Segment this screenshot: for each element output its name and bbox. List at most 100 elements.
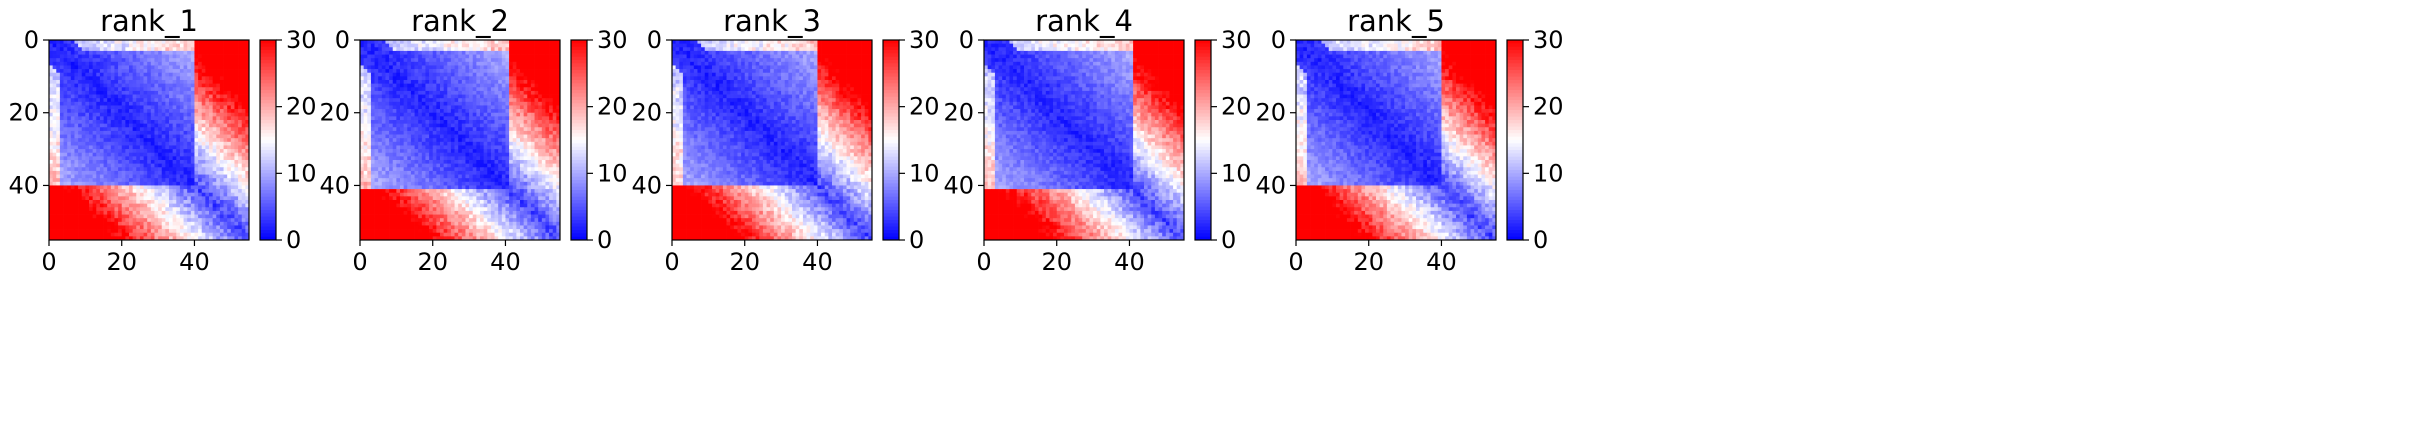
heatmap-cell: [216, 61, 221, 66]
heatmap-cell: [81, 87, 86, 92]
heatmap-cell: [450, 54, 455, 59]
heatmap-cell: [520, 40, 524, 44]
heatmap-cell: [176, 138, 181, 143]
heatmap-cell: [400, 152, 404, 157]
heatmap-cell: [549, 40, 554, 44]
colorbar-segment: [260, 220, 276, 224]
heatmap-cell: [516, 160, 521, 164]
heatmap-cell: [49, 170, 53, 175]
heatmap-cell: [209, 76, 213, 81]
heatmap-cell: [501, 98, 506, 103]
heatmap-cell: [490, 90, 495, 95]
heatmap-cell: [447, 90, 452, 95]
heatmap-cell: [169, 43, 173, 48]
heatmap-cell: [129, 163, 133, 168]
heatmap-cell: [198, 214, 203, 219]
heatmap-cell: [498, 120, 503, 124]
heatmap-cell: [238, 61, 243, 66]
colorbar-segment: [260, 83, 276, 88]
heatmap-cell: [92, 98, 97, 103]
heatmap-cell: [556, 152, 561, 157]
heatmap-cell: [81, 152, 86, 157]
heatmap-cell: [429, 138, 434, 143]
heatmap-cell: [552, 112, 557, 117]
heatmap-cell: [498, 61, 503, 66]
heatmap-cell: [201, 87, 206, 92]
heatmap-cell: [476, 43, 481, 48]
heatmap-cell: [216, 50, 221, 55]
heatmap-cell: [125, 94, 130, 99]
heatmap-cell: [63, 189, 68, 194]
heatmap-cell: [378, 72, 383, 77]
heatmap-cell: [241, 210, 246, 215]
heatmap-cell: [56, 170, 61, 175]
heatmap-cell: [363, 156, 368, 161]
heatmap-cell: [176, 163, 181, 168]
colorbar-segment: [260, 210, 276, 214]
heatmap-cell: [498, 160, 503, 164]
heatmap-cell: [465, 50, 470, 55]
heatmap-cell: [147, 105, 152, 110]
heatmap-cell: [165, 141, 170, 146]
heatmap-cell: [59, 196, 64, 201]
heatmap-cell: [70, 65, 75, 70]
heatmap-cell: [139, 138, 144, 143]
heatmap-cell: [541, 83, 546, 88]
heatmap-cell: [198, 232, 203, 237]
heatmap-cell: [520, 83, 524, 88]
heatmap-cell: [209, 163, 213, 168]
heatmap-cell: [143, 69, 148, 74]
heatmap-cell: [458, 72, 463, 77]
heatmap-cell: [158, 163, 163, 168]
heatmap-cell: [201, 210, 206, 215]
heatmap-cell: [465, 76, 470, 81]
heatmap-cell: [219, 189, 224, 194]
heatmap-cell: [238, 116, 243, 121]
heatmap-cell: [538, 80, 543, 84]
heatmap-cell: [389, 127, 394, 132]
heatmap-cell: [150, 229, 155, 234]
heatmap-cell: [96, 112, 101, 117]
heatmap-cell: [432, 61, 437, 66]
heatmap-cell: [205, 83, 210, 88]
heatmap-cell: [469, 98, 474, 103]
heatmap-cell: [410, 127, 415, 132]
heatmap-cell: [241, 127, 246, 132]
heatmap-cell: [161, 76, 166, 81]
heatmap-cell: [490, 160, 495, 164]
heatmap-cell: [407, 58, 412, 63]
heatmap-cell: [476, 90, 481, 95]
heatmap-cell: [132, 170, 137, 175]
heatmap-cell: [505, 98, 510, 103]
heatmap-cell: [461, 109, 466, 114]
heatmap-cell: [219, 50, 224, 55]
heatmap-cell: [150, 120, 155, 124]
heatmap-cell: [150, 232, 155, 237]
heatmap-cell: [450, 90, 455, 95]
heatmap-cell: [147, 236, 152, 241]
heatmap-cell: [227, 80, 232, 84]
heatmap-cell: [110, 196, 115, 201]
heatmap-cell: [99, 156, 104, 161]
heatmap-cell: [421, 145, 426, 150]
heatmap-cell: [458, 105, 463, 110]
heatmap-cell: [201, 178, 206, 183]
heatmap-cell: [107, 72, 112, 77]
heatmap-cell: [70, 94, 75, 99]
heatmap-cell: [70, 72, 75, 77]
heatmap-cell: [183, 54, 188, 59]
heatmap-cell: [139, 134, 144, 139]
heatmap-cell: [165, 54, 170, 59]
heatmap-cell: [367, 58, 372, 63]
heatmap-cell: [516, 87, 521, 92]
heatmap-cell: [219, 156, 224, 161]
heatmap-cell: [440, 43, 444, 48]
heatmap-cell: [136, 83, 141, 88]
heatmap-cell: [85, 152, 90, 157]
heatmap-cell: [52, 181, 57, 186]
heatmap-cell: [487, 134, 492, 139]
heatmap-cell: [63, 72, 68, 77]
heatmap-cell: [183, 221, 188, 226]
heatmap-cell: [520, 90, 524, 95]
heatmap-cell: [92, 149, 97, 154]
